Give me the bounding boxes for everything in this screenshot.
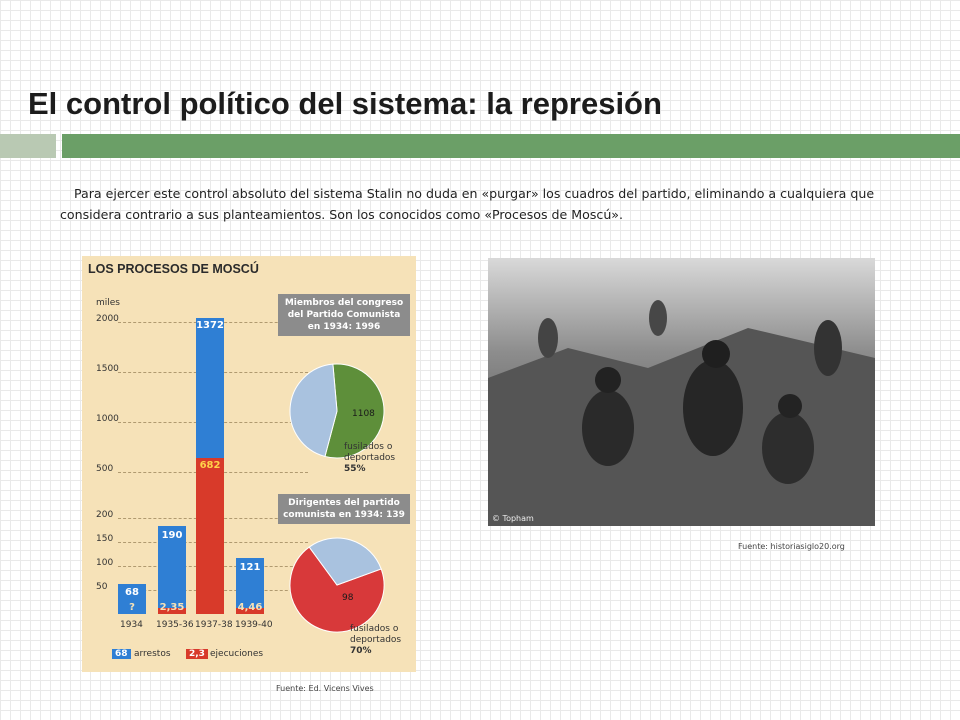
slide-title: El control político del sistema: la repr… (28, 86, 662, 121)
bar-arrestos-1934 (118, 584, 146, 614)
bar-ejecuciones-1935-36 (158, 608, 186, 614)
photo-figure-head (778, 394, 802, 418)
pie2-title-line: Dirigentes del partido (288, 498, 400, 508)
pie2-title-line: comunista en 1934: 139 (283, 510, 405, 520)
pie1-note: fusilados o deportados 55% (344, 442, 395, 475)
pie2-note-line: 70% (350, 646, 372, 656)
gulag-photo: © Topham (488, 258, 875, 526)
bar-ejecuciones-1937-38 (196, 458, 224, 614)
y-tick: 500 (96, 464, 114, 474)
pie1-note-line: deportados (344, 453, 396, 463)
x-category: 1935-36 (156, 620, 194, 630)
photo-figure-head (702, 340, 730, 368)
pie1-title-line: del Partido Comunista (287, 310, 401, 320)
pie2-slice-resto (308, 537, 382, 586)
figure-title: LOS PROCESOS DE MOSCÚ (88, 262, 259, 276)
legend-label-ejecuciones: ejecuciones (210, 649, 264, 659)
y-tick: 1000 (96, 414, 119, 424)
bar-arrestos-1939-40 (236, 558, 264, 614)
title-underline (62, 134, 960, 158)
pie1-title: Miembros del congreso del Partido Comuni… (278, 294, 410, 336)
photo-credit: © Topham (492, 514, 534, 523)
y-tick: 150 (96, 534, 114, 544)
y-tick: 100 (96, 558, 114, 568)
title-underline-light (0, 134, 56, 158)
photo-figure (762, 412, 814, 484)
bar-label-arrestos-1939-40: 121 (239, 562, 261, 573)
bar-label-arrestos-1934: 68 (125, 587, 139, 598)
bar-label-arrestos-1937-38: 1372 (196, 320, 224, 331)
photo-figure (683, 360, 743, 456)
pie2-slice-label: 98 (342, 593, 354, 603)
photo-figure (538, 318, 558, 358)
photo-illustration (488, 258, 875, 526)
procesos-figure: LOS PROCESOS DE MOSCÚ miles 2000 1500 10… (82, 256, 416, 672)
pie2-title: Dirigentes del partido comunista en 1934… (278, 494, 410, 524)
photo-figure (649, 300, 667, 336)
pie1-chart: 1108 (289, 363, 385, 459)
source-left: Fuente: Ed. Vicens Vives (276, 684, 374, 693)
x-category: 1939-40 (235, 620, 273, 630)
source-right: Fuente: historiasiglo20.org (738, 542, 845, 551)
legend-swatch-arrestos: 68 (112, 649, 131, 659)
bar-arrestos-1935-36 (158, 526, 186, 614)
pie1-slice-fusilados (324, 363, 385, 459)
pie2-note-line: deportados (350, 635, 402, 645)
photo-figure (582, 390, 634, 466)
photo-figure-head (595, 367, 621, 393)
bar-label-ejecuciones-1934: ? (129, 602, 135, 613)
pie2-chart: 98 (289, 537, 385, 633)
y-tick: 200 (96, 510, 114, 520)
bar-label-arrestos-1935-36: 190 (161, 530, 183, 541)
y-tick: 2000 (96, 314, 119, 324)
y-axis-label: miles (96, 298, 120, 308)
pie2-note: fusilados o deportados 70% (350, 624, 401, 657)
pie1-slice-label: 1108 (352, 409, 375, 419)
pie2-slice-fusilados (289, 546, 385, 633)
photo-figure (814, 320, 842, 376)
pie1-note-line: 55% (344, 464, 366, 474)
pie2-note-line: fusilados o (350, 624, 399, 634)
x-category: 1937-38 (195, 620, 233, 630)
bar-label-ejecuciones-1937-38: 682 (199, 460, 221, 471)
legend-label-arrestos: arrestos (134, 649, 171, 659)
x-category: 1934 (120, 620, 143, 630)
pie1-title-line: en 1934: 1996 (307, 322, 381, 332)
legend-swatch-ejecuciones: 2,3 (186, 649, 208, 659)
pie1-slice-resto (289, 363, 338, 458)
bar-label-ejecuciones-1939-40: 4,46 (237, 602, 263, 613)
bar-label-ejecuciones-1935-36: 2,35 (159, 602, 185, 613)
y-tick: 50 (96, 582, 108, 592)
bar-ejecuciones-1939-40 (236, 608, 264, 614)
pie1-note-line: fusilados o (344, 442, 393, 452)
y-tick: 1500 (96, 364, 119, 374)
pie1-title-line: Miembros del congreso (284, 298, 404, 308)
intro-paragraph: Para ejercer este control absoluto del s… (60, 186, 875, 222)
